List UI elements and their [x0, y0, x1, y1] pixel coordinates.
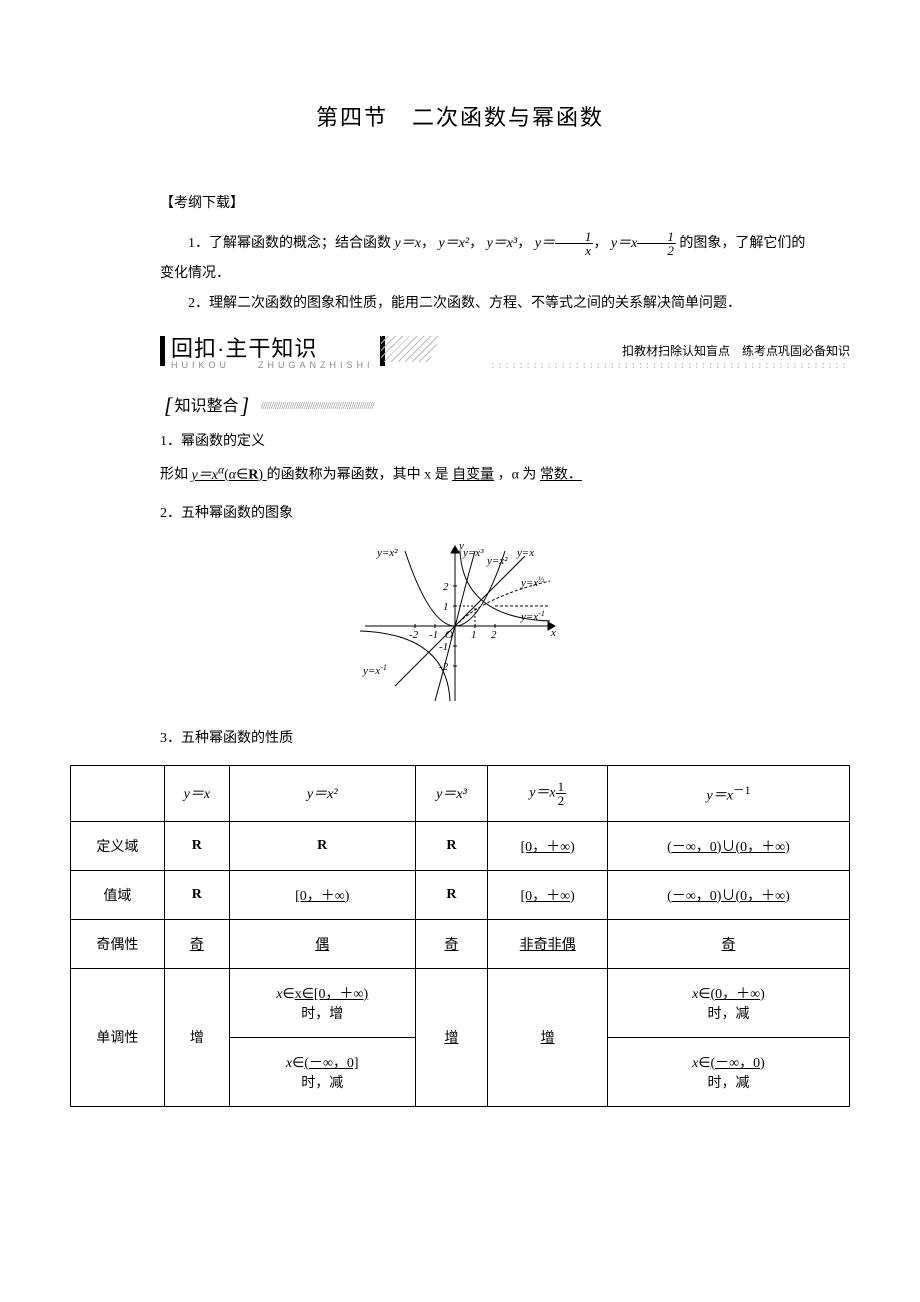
svg-text:y=x²: y=x² — [486, 555, 508, 567]
svg-text:1: 1 — [443, 601, 449, 613]
table-header-row: y＝x y＝x² y＝x³ y＝x12 y＝x－1 — [71, 765, 850, 821]
cell: R — [164, 821, 229, 870]
text: 的图象，了解它们的 — [679, 236, 805, 251]
banner-dots-icon: ::::::::::::::::::::::::::::::::::::::::… — [490, 360, 850, 371]
cell: x∈x∈[0，＋∞)时，增 x∈(－∞，0]时，减 — [229, 968, 415, 1106]
table-row-domain: 定义域 R R R [0，＋∞) (－∞，0)∪(0，＋∞) — [71, 821, 850, 870]
cell: R — [164, 870, 229, 919]
svg-text:y=x: y=x — [516, 547, 534, 559]
th: y＝x — [164, 765, 229, 821]
th: y＝x－1 — [607, 765, 849, 821]
cell: [0，＋∞) — [488, 821, 608, 870]
func-frac: y＝x12 — [611, 236, 676, 251]
cell: [0，＋∞) — [488, 870, 608, 919]
svg-text:y=x²: y=x² — [376, 547, 398, 559]
svg-text:y=x½: y=x½ — [520, 575, 544, 589]
underline: 自变量 — [452, 468, 494, 483]
svg-text:1: 1 — [471, 629, 477, 641]
formula: y＝xα — [192, 468, 225, 483]
outline-heading: 【考纲下载】 — [160, 192, 850, 212]
power-functions-chart: y x O 1 2 -1 -2 2 1 -1 -2 y=x² y=x³ y=x²… — [70, 536, 850, 711]
text: 形如 — [160, 468, 188, 483]
slashes-icon: ////////////////////////////////////////… — [261, 400, 374, 412]
row-label: 定义域 — [71, 821, 165, 870]
cell: R — [415, 870, 488, 919]
sub-banner-label: 知识整合 — [160, 392, 253, 419]
table-row-parity: 奇偶性 奇 偶 奇 非奇非偶 奇 — [71, 919, 850, 968]
cell: x∈(0，＋∞)时，减 x∈(－∞，0)时，减 — [607, 968, 849, 1106]
svg-text:2: 2 — [443, 581, 449, 593]
svg-text:O: O — [445, 629, 453, 641]
sec1-heading: 1．幂函数的定义 — [160, 428, 850, 456]
svg-text:-2: -2 — [409, 629, 419, 641]
properties-table: y＝x y＝x² y＝x³ y＝x12 y＝x－1 定义域 R R R [0，＋… — [70, 765, 850, 1107]
cell: 偶 — [229, 919, 415, 968]
sub-banner: 知识整合 ///////////////////////////////////… — [160, 392, 850, 414]
banner: 回扣·主干知识 HUIKOU ZHUGANZHISHI 扣教材扫除认知盲点 练考点… — [160, 336, 850, 380]
banner-pinyin2: ZHUGANZHISHI — [258, 360, 374, 370]
page-title: 第四节 二次函数与幂函数 — [70, 100, 850, 132]
banner-right: 扣教材扫除认知盲点 练考点巩固必备知识 — [622, 342, 850, 359]
cell: (－∞，0)∪(0，＋∞) — [607, 821, 849, 870]
cell: (－∞，0)∪(0，＋∞) — [607, 870, 849, 919]
outline-item-1: 1．了解幂函数的概念；结合函数 y＝x， y＝x²， y＝x³， y＝1x， y… — [160, 230, 850, 258]
banner-pinyin1: HUIKOU — [171, 360, 230, 370]
cell: 增 — [488, 968, 608, 1106]
table-row-mono: 单调性 增 x∈x∈[0，＋∞)时，增 x∈(－∞，0]时，减 增 增 x∈(0… — [71, 968, 850, 1106]
text: 的函数称为幂函数，其中 x 是 — [267, 468, 449, 483]
row-label: 值域 — [71, 870, 165, 919]
th: y＝x12 — [488, 765, 608, 821]
svg-text:y=x-1: y=x-1 — [362, 663, 387, 677]
func: y＝x — [395, 236, 421, 251]
svg-text:-1: -1 — [439, 641, 448, 653]
svg-text:y=x³: y=x³ — [462, 547, 484, 559]
underline: 常数． — [540, 468, 582, 483]
banner-diag-icon — [381, 336, 441, 362]
th: y＝x² — [229, 765, 415, 821]
sec1-body: 形如 y＝xα(α∈R) 的函数称为幂函数，其中 x 是 自变量 ，α 为 常数… — [160, 458, 850, 490]
svg-text:x: x — [550, 627, 556, 639]
svg-text:-1: -1 — [429, 629, 438, 641]
cell: 奇 — [415, 919, 488, 968]
func: y＝x² — [438, 236, 469, 251]
sec3-heading: 3．五种幂函数的性质 — [160, 725, 850, 753]
row-label: 单调性 — [71, 968, 165, 1106]
th-blank — [71, 765, 165, 821]
table-row-range: 值域 R [0，＋∞) R [0，＋∞) (－∞，0)∪(0，＋∞) — [71, 870, 850, 919]
cell: 增 — [164, 968, 229, 1106]
svg-text:2: 2 — [491, 629, 497, 641]
cell: 奇 — [164, 919, 229, 968]
cell: R — [415, 821, 488, 870]
svg-text:-2: -2 — [439, 661, 449, 673]
cell: R — [229, 821, 415, 870]
cell: 奇 — [607, 919, 849, 968]
formula-underline: y＝xα(α∈R) — [192, 468, 267, 483]
func-frac: y＝1x — [535, 236, 594, 251]
cell: [0，＋∞) — [229, 870, 415, 919]
cell: 非奇非偶 — [488, 919, 608, 968]
banner-big: 回扣·主干知识 — [171, 336, 317, 361]
text: ，α 为 — [498, 468, 537, 483]
outline-item-2: 2．理解二次函数的图象和性质，能用二次函数、方程、不等式之间的关系解决简单问题． — [160, 290, 850, 318]
sec2-heading: 2．五种幂函数的图象 — [160, 500, 850, 528]
outline-item-1b: 变化情况． — [160, 260, 850, 288]
text: 1．了解幂函数的概念；结合函数 — [188, 236, 395, 251]
row-label: 奇偶性 — [71, 919, 165, 968]
cell: 增 — [415, 968, 488, 1106]
th: y＝x³ — [415, 765, 488, 821]
func: y＝x³ — [487, 236, 518, 251]
